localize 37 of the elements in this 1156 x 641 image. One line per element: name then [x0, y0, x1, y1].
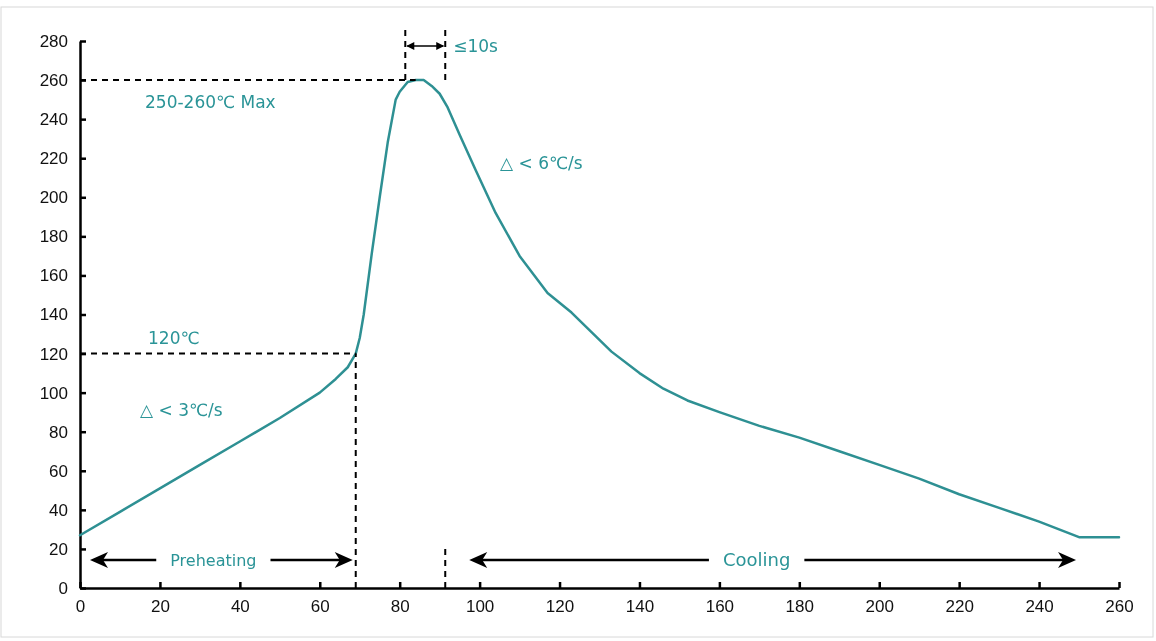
y-tick-label: 20	[49, 539, 68, 559]
y-tick-label: 60	[49, 461, 68, 481]
ref-line-label: 120℃	[148, 327, 200, 348]
annotation: △ < 3℃/s	[140, 400, 223, 420]
x-tick-label: 0	[75, 597, 86, 617]
annotation: △ < 6℃/s	[500, 153, 583, 173]
x-tick-label: 220	[945, 597, 974, 617]
y-tick-label: 0	[58, 578, 68, 598]
y-tick-label: 140	[39, 305, 68, 325]
y-tick-label: 120	[39, 344, 68, 364]
y-tick-label: 40	[49, 500, 68, 520]
y-tick-label: 220	[39, 149, 68, 169]
x-tick-label: 120	[545, 597, 575, 617]
x-tick-label: 260	[1105, 597, 1134, 617]
x-tick-label: 80	[390, 597, 410, 617]
x-tick-label: 160	[705, 597, 735, 617]
x-tick-label: 240	[1025, 597, 1054, 617]
y-tick-label: 200	[39, 188, 68, 208]
x-tick-label: 20	[150, 597, 170, 617]
ref-line-label: 250-260℃ Max	[145, 92, 276, 113]
x-tick-label: 140	[625, 597, 655, 617]
x-tick-label: 100	[465, 597, 495, 617]
y-tick-label: 180	[39, 227, 68, 247]
annotation: Preheating	[170, 551, 257, 570]
annotation: Cooling	[722, 549, 791, 570]
y-tick-label: 160	[39, 266, 68, 286]
y-tick-label: 80	[49, 422, 68, 442]
x-tick-label: 40	[230, 597, 250, 617]
y-tick-label: 280	[39, 31, 68, 51]
y-tick-label: 240	[39, 110, 68, 130]
x-tick-label: 200	[865, 597, 894, 617]
annotation: ≤10s	[453, 36, 499, 56]
y-tick-label: 100	[39, 383, 68, 403]
line-series	[78, 78, 1121, 539]
x-tick-label: 60	[310, 597, 330, 617]
x-tick-label: 180	[785, 597, 814, 617]
y-tick-label: 260	[39, 71, 68, 91]
